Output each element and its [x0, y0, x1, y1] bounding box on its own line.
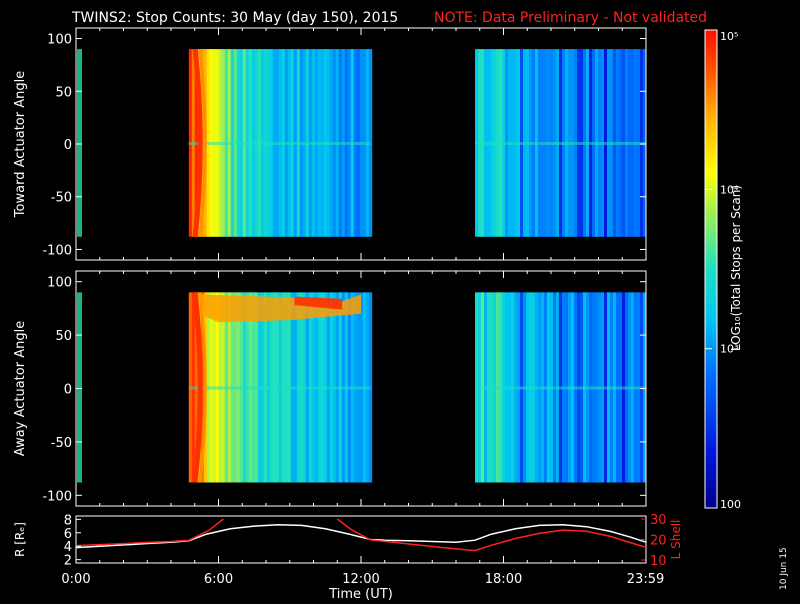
zero-angle-band — [188, 142, 371, 145]
y-tick-label: 50 — [55, 85, 72, 100]
orbit-frame — [75, 515, 647, 564]
zero-angle-band — [475, 142, 646, 145]
orbit-y-tick-label: 4 — [64, 540, 72, 555]
y-tick-label: -100 — [42, 489, 72, 504]
edge-stripe — [77, 292, 82, 483]
y-tick-label: 0 — [64, 383, 72, 398]
x-tick-label: 0:00 — [61, 572, 90, 587]
chart-title: TWINS2: Stop Counts: 30 May (day 150), 2… — [71, 10, 398, 26]
zero-angle-band — [475, 386, 646, 390]
y-tick-label: 50 — [55, 329, 72, 344]
away-heatmap-panel: 100 50 0 -50 -100 Away Actuator Angle — [13, 270, 647, 507]
x-tick-label: 12:00 — [342, 572, 379, 587]
lshell-line — [336, 518, 647, 552]
orbit-y-tick-label-right: 30 — [650, 513, 667, 528]
y-tick-label: 100 — [47, 33, 72, 48]
x-tick-label: 18:00 — [485, 572, 522, 587]
high-count-core — [294, 296, 342, 310]
colorbar-tick-label: 10⁵ — [720, 30, 738, 43]
colorbar: 10⁵ 10⁴ 10³ 100 LOG₁₀(Total Stops per Scan) — [704, 29, 743, 511]
y-tick-label: 100 — [47, 276, 72, 291]
chart-note: NOTE: Data Preliminary - Not validated — [434, 10, 707, 26]
dawn-arc — [192, 292, 203, 483]
y-tick-label: -50 — [51, 191, 72, 206]
orbit-y-tick-label: 8 — [64, 513, 72, 528]
colorbar-tick-label: 100 — [720, 498, 741, 511]
orbit-y-tick-label: 6 — [64, 527, 72, 542]
edge-stripe — [77, 49, 82, 237]
colorbar-label: LOG₁₀(Total Stops per Scan) — [729, 185, 743, 351]
lshell-line — [75, 518, 224, 547]
x-tick-label: 6:00 — [204, 572, 233, 587]
orbit-y-axis-label-right: L Shell — [669, 520, 683, 560]
dawn-arc-outer — [198, 292, 207, 483]
orbit-y-axis-label: R [Rₑ] — [13, 522, 27, 557]
colorbar-gradient — [704, 29, 718, 509]
y-tick-label: 0 — [64, 138, 72, 153]
toward-heatmap-panel: 100 50 0 -50 -100 Toward Actuator Angle — [13, 27, 647, 261]
y-tick-label: -50 — [51, 436, 72, 451]
colorbar-tick-label: 10⁴ — [720, 183, 739, 196]
zero-angle-band — [188, 386, 371, 390]
x-tick-label: 23:59 — [627, 572, 664, 587]
x-axis-label: Time (UT) — [328, 587, 393, 600]
orbit-y-tick-label: 2 — [64, 554, 72, 569]
colorbar-tick-label: 10³ — [720, 343, 738, 356]
date-stamp: 10 Jun 15 — [779, 547, 789, 590]
dawn-arc-outer — [198, 48, 207, 237]
y-axis-label: Toward Actuator Angle — [13, 71, 28, 218]
orbit-y-tick-label-right: 10 — [650, 554, 667, 569]
y-tick-label: -100 — [42, 243, 72, 258]
colorbar-ticks: 10⁵ 10⁴ 10³ 100 — [705, 29, 741, 511]
y-axis-label: Away Actuator Angle — [13, 321, 28, 456]
dawn-arc — [192, 48, 203, 238]
orbit-y-tick-label-right: 20 — [650, 534, 667, 549]
